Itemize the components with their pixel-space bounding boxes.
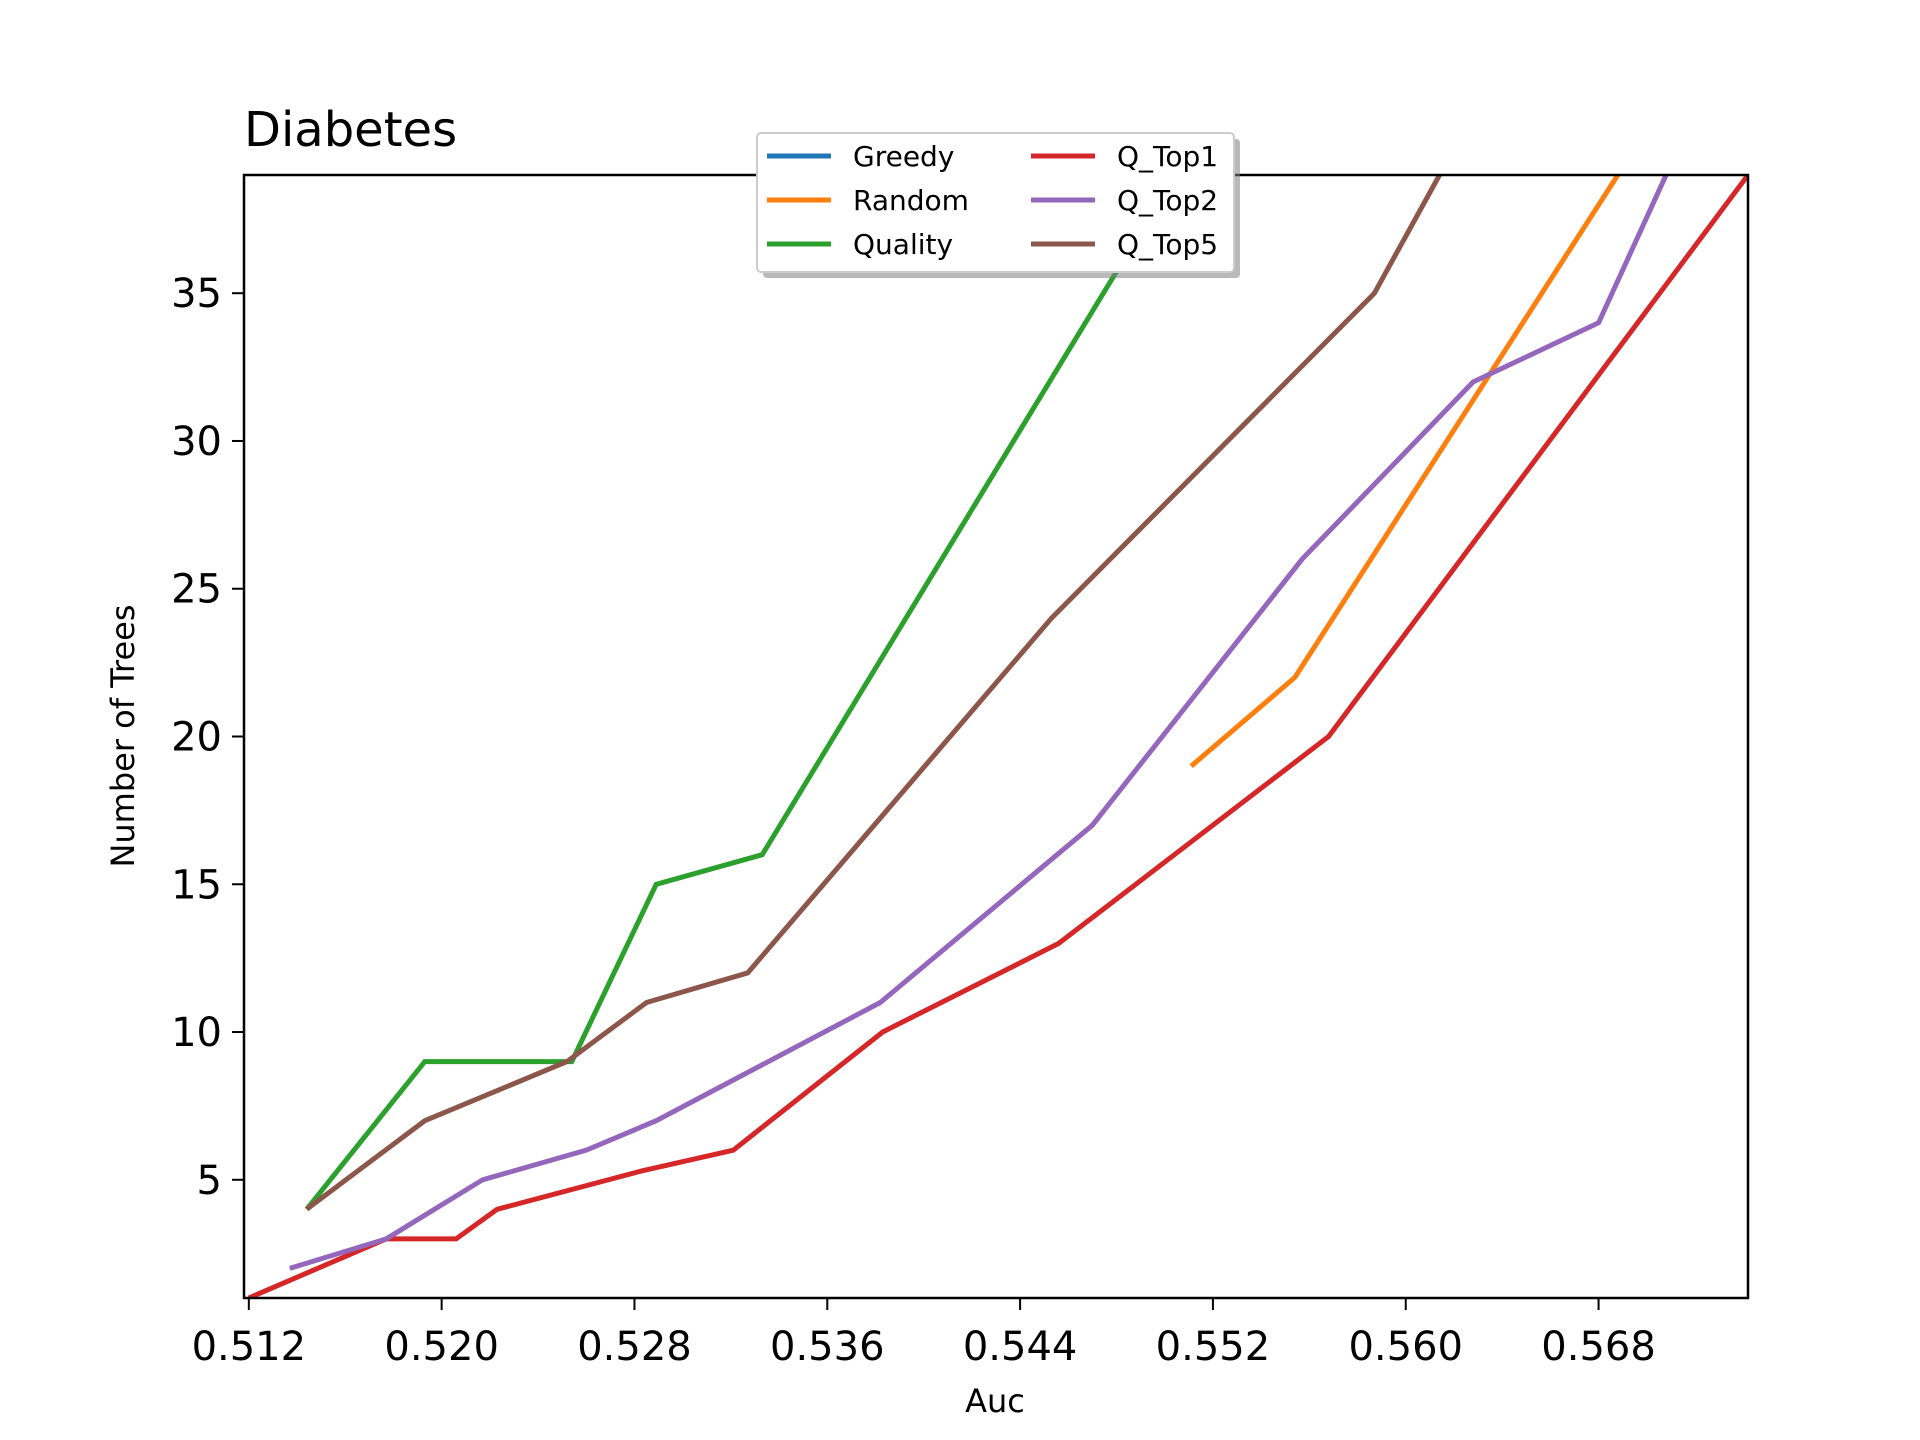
legend-label-q-top2: Q_Top2 (1117, 184, 1218, 217)
x-tick-label: 0.520 (384, 1324, 499, 1370)
legend-label-quality: Quality (853, 228, 953, 261)
legend: Greedy Random Quality Q_Top1 Q_Top2 Q_Top5 (756, 132, 1240, 278)
y-tick-label: 35 (171, 271, 222, 317)
series-layer (247, 175, 1748, 1298)
y-tick-label: 30 (171, 419, 222, 465)
legend-label-random: Random (853, 184, 969, 217)
y-tick-label: 10 (171, 1010, 222, 1056)
x-tick-label: 0.512 (192, 1324, 307, 1370)
y-axis-label: Number of Trees (104, 604, 142, 867)
x-tick-label: 0.544 (963, 1324, 1078, 1370)
y-tick-label: 20 (171, 715, 222, 761)
y-tick-label: 5 (197, 1158, 222, 1204)
series-line-random (1189, 175, 1620, 768)
x-tick-label: 0.528 (577, 1324, 692, 1370)
x-tick-label: 0.560 (1348, 1324, 1463, 1370)
series-line-quality (304, 262, 1124, 1211)
legend-box (756, 132, 1235, 273)
axes-layer: 0.512 0.520 0.528 0.536 0.544 0.552 0.560 0.568… (171, 173, 1750, 1370)
x-axis-label: Auc (965, 1382, 1025, 1420)
series-line-q-top2 (289, 175, 1669, 1271)
legend-label-q-top1: Q_Top1 (1117, 140, 1218, 173)
y-tick-label: 15 (171, 862, 222, 908)
series-line-q-top5 (305, 175, 1442, 1212)
chart-title: Diabetes (244, 102, 457, 158)
x-tick-label: 0.568 (1541, 1324, 1656, 1370)
legend-label-greedy: Greedy (853, 140, 954, 173)
series-line-q-top1 (247, 175, 1748, 1298)
x-tick-label: 0.536 (770, 1324, 885, 1370)
x-tick-label: 0.552 (1156, 1324, 1271, 1370)
legend-label-q-top5: Q_Top5 (1117, 228, 1218, 261)
y-tick-label: 25 (171, 567, 222, 613)
